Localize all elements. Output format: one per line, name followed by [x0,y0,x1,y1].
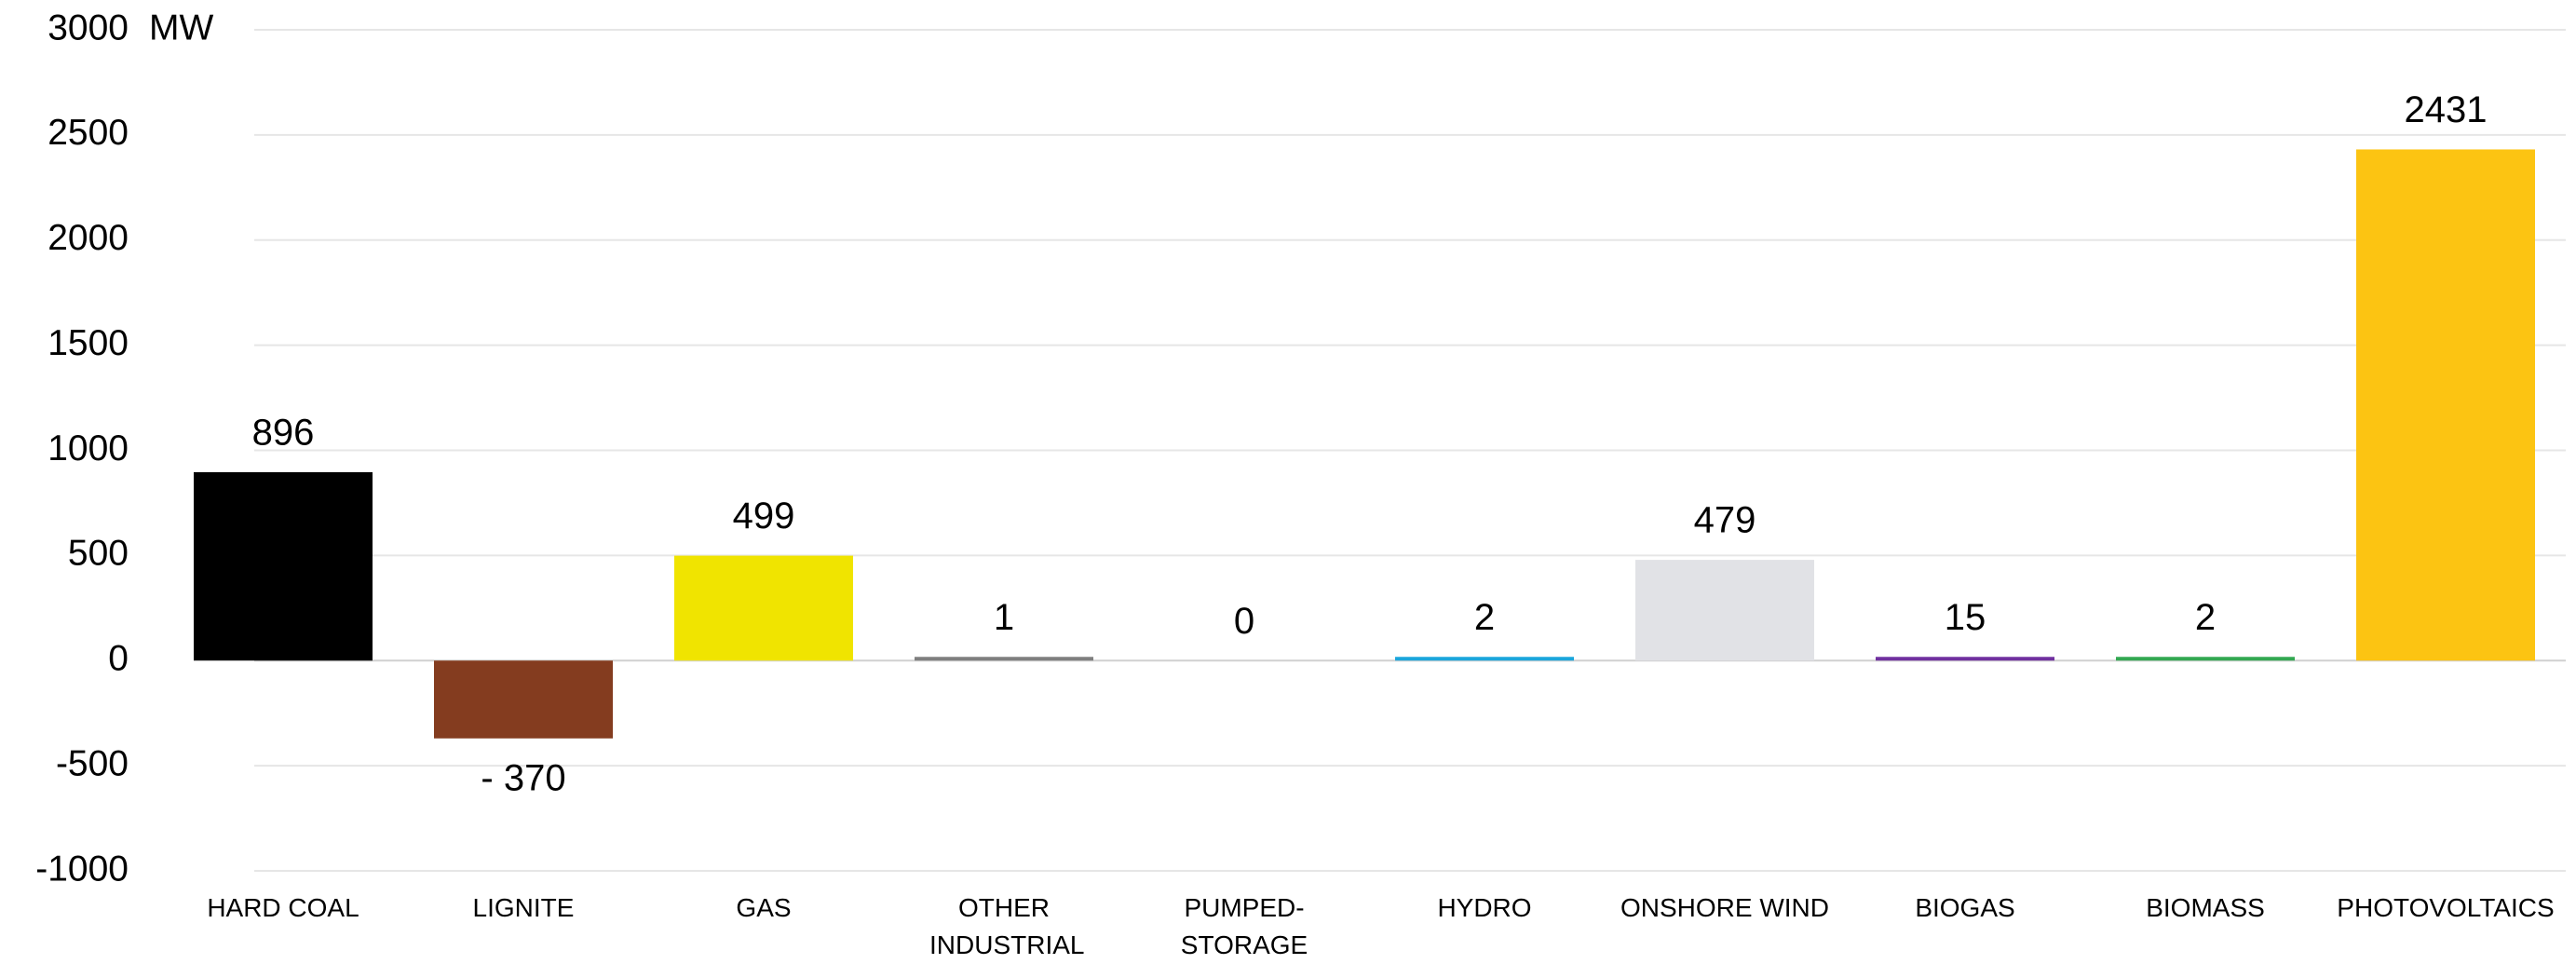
y-tick-label: 2500 [47,113,129,153]
value-label: 0 [1234,601,1254,642]
y-tick-label: 2000 [47,218,129,258]
x-tick-label: BIOGAS [1915,893,2015,922]
x-tick-label: HARD COAL [207,893,359,922]
value-label: 896 [252,413,315,454]
bar [194,471,373,661]
x-tick-label: PHOTOVOLTAICS [2337,893,2555,922]
y-tick-label: -500 [56,743,129,783]
bar [1395,657,1574,661]
bar [2356,149,2535,661]
value-label: 2 [2195,597,2216,638]
x-tick-label: OTHER INDUSTRIAL [929,893,1085,959]
value-label: 479 [1694,500,1756,541]
bar [1876,657,2054,661]
bar [915,657,1093,661]
y-tick-label: -1000 [35,849,129,889]
bar [674,555,853,661]
value-label: 2431 [2405,89,2488,130]
x-tick-label: LIGNITE [472,893,575,922]
value-label: - 370 [481,757,565,798]
x-tick-label: ONSHORE WIND [1620,893,1829,922]
value-label: 499 [733,496,795,536]
value-label: 2 [1474,597,1495,638]
y-tick-label: 1500 [47,323,129,363]
y-unit-label: MW [149,7,213,48]
x-tick-label: GAS [736,893,792,922]
value-label: 1 [994,597,1014,638]
x-tick-label: HYDRO [1437,893,1532,922]
y-tick-label: 1000 [47,428,129,468]
bar [434,660,613,739]
y-tick-label: 500 [68,534,129,574]
value-label: 15 [1945,597,1986,638]
bar [1635,560,1814,661]
x-tick-label: BIOMASS [2146,893,2265,922]
bar [2116,657,2295,661]
y-tick-label: 3000 [47,7,129,48]
x-tick-label: PUMPED-STORAGE [1180,893,1308,959]
y-tick-label: 0 [108,639,129,679]
